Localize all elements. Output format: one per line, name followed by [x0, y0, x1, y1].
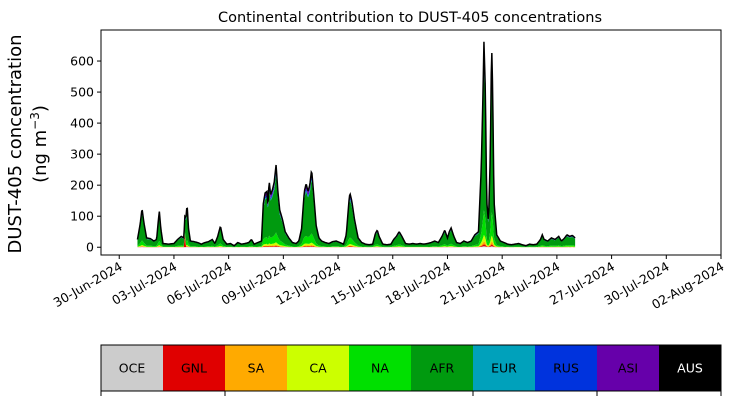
- y-tick-label: 500: [70, 85, 94, 100]
- legend-label-eur: EUR: [491, 361, 517, 376]
- legend-swatch-ca: [287, 345, 350, 391]
- y-tick-label: 200: [70, 178, 94, 193]
- y-tick-label: 0: [86, 240, 94, 255]
- y-axis-unit-close: ): [30, 105, 51, 112]
- legend-label-na: NA: [371, 361, 389, 376]
- legend-label-afr: AFR: [430, 361, 455, 376]
- legend-swatch-rus: [535, 345, 598, 391]
- region-color-bar: OCE GNL SA CA NA AFR EUR RUS ASI AUS: [100, 344, 722, 396]
- y-tick-label: 600: [70, 54, 94, 69]
- legend-swatch-sa: [225, 345, 288, 391]
- legend-label-oce: OCE: [119, 361, 146, 376]
- plot-frame: [100, 29, 722, 256]
- y-axis-label: DUST-405 concentration (ng m−3): [5, 34, 51, 253]
- legend-label-asi: ASI: [618, 361, 638, 376]
- legend-label-sa: SA: [248, 361, 265, 376]
- legend-swatch-oce: [101, 345, 164, 391]
- legend-swatch-na: [349, 345, 412, 391]
- y-tick-label: 400: [70, 116, 94, 131]
- legend-swatch-asi: [597, 345, 660, 391]
- chart-title: Continental contribution to DUST-405 con…: [218, 10, 602, 26]
- legend-swatch-eur: [473, 345, 536, 391]
- legend-frame: [100, 344, 722, 392]
- legend-label-rus: RUS: [553, 361, 579, 376]
- legend-swatch-afr: [411, 345, 474, 391]
- total-outline: [136, 41, 576, 247]
- y-axis-ticks: 0 100 200 300 400 500 600: [70, 54, 101, 255]
- y-axis-label-line2: (ng m−3): [28, 105, 51, 183]
- legend-label-ca: CA: [309, 361, 327, 376]
- y-axis-label-line1: DUST-405 concentration: [5, 34, 26, 253]
- y-tick-label: 300: [70, 147, 94, 162]
- legend-label-aus: AUS: [677, 361, 703, 376]
- legend-swatch-gnl: [163, 345, 226, 391]
- legend-label-gnl: GNL: [181, 361, 207, 376]
- y-tick-label: 100: [70, 209, 94, 224]
- y-axis-unit: (ng m: [30, 130, 51, 183]
- y-axis-unit-exponent: −3: [28, 112, 42, 130]
- legend-swatch-aus: [659, 345, 722, 391]
